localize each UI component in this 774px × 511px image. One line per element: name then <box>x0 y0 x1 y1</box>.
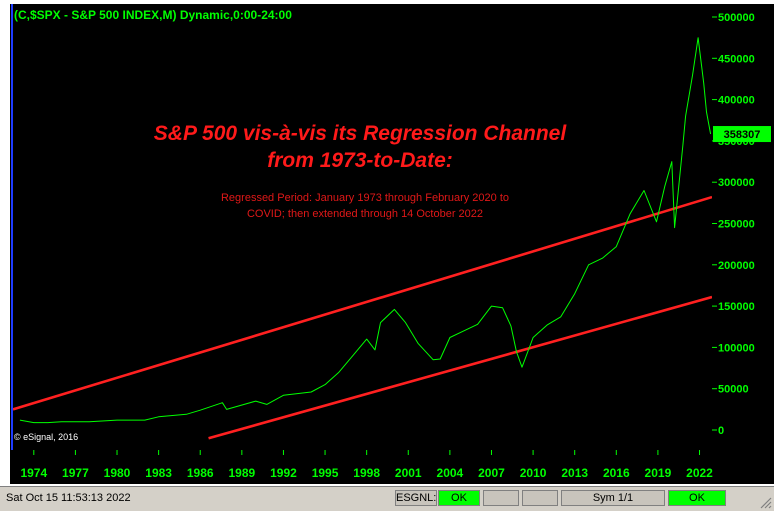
x-tick-label: 2019 <box>645 466 672 480</box>
headline-line-2: from 1973-to-Date: <box>267 149 453 172</box>
copyright-label: © eSignal, 2016 <box>14 432 79 442</box>
y-tick-label: 100000 <box>718 342 755 354</box>
x-tick-label: 1974 <box>20 466 47 480</box>
x-tick-label: 1998 <box>353 466 380 480</box>
note-line-1: Regressed Period: January 1973 through F… <box>220 192 509 204</box>
x-tick-label: 2007 <box>478 466 505 480</box>
y-tick-label: 200000 <box>718 260 755 272</box>
y-tick-label: 0 <box>718 425 724 437</box>
y-tick-label: 450000 <box>718 53 755 65</box>
x-tick-label: 2016 <box>603 466 630 480</box>
last-value-label: 358307 <box>724 129 761 141</box>
last-value-box <box>713 126 771 143</box>
upper-channel-line <box>13 195 712 411</box>
chart-window: 5000004500004000003500003000002500002000… <box>0 0 774 486</box>
feed-status[interactable]: OK <box>438 490 480 506</box>
left-edge-rule <box>11 4 13 450</box>
status-datetime: Sat Oct 15 11:53:13 2022 <box>6 492 131 504</box>
x-tick-label: 1995 <box>312 466 339 480</box>
x-tick-label: 2022 <box>686 466 713 480</box>
y-tick-label: 150000 <box>718 301 755 313</box>
y-axis-panel[interactable] <box>712 4 774 450</box>
x-tick-label: 2010 <box>520 466 547 480</box>
y-tick-label: 400000 <box>718 95 755 107</box>
x-axis-panel[interactable] <box>10 450 774 484</box>
x-tick-label: 1989 <box>228 466 255 480</box>
status-cell-blank-2 <box>522 490 558 506</box>
x-tick-label: 1986 <box>187 466 214 480</box>
status-bar: Sat Oct 15 11:53:13 2022 ESGNL: OK Sym 1… <box>0 486 774 511</box>
headline-line-1: S&P 500 vis-à-vis its Regression Channel <box>153 122 567 145</box>
x-tick-label: 2001 <box>395 466 422 480</box>
price-chart: 5000004500004000003500003000002500002000… <box>13 12 771 480</box>
x-tick-label: 1992 <box>270 466 297 480</box>
note-line-2: COVID; then extended through 14 October … <box>246 208 484 220</box>
x-tick-label: 1977 <box>62 466 89 480</box>
resize-grip-icon[interactable] <box>758 495 772 509</box>
price-series-line <box>19 37 712 424</box>
symbol-indicator[interactable]: Sym 1/1 <box>561 490 665 506</box>
connection-status[interactable]: OK <box>668 490 726 506</box>
regression-note: Regressed Period: January 1973 through F… <box>190 190 540 222</box>
x-tick-label: 2004 <box>437 466 464 480</box>
y-tick-label: 250000 <box>718 219 755 231</box>
chart-headline: S&P 500 vis-à-vis its Regression Channel… <box>95 120 625 174</box>
status-cell-blank-1 <box>483 490 519 506</box>
x-tick-label: 1980 <box>104 466 131 480</box>
lower-channel-line <box>208 295 712 440</box>
y-tick-label: 300000 <box>718 177 755 189</box>
y-tick-label: 50000 <box>718 384 749 396</box>
y-tick-label: 500000 <box>718 12 755 24</box>
x-tick-label: 2013 <box>561 466 588 480</box>
x-tick-label: 1983 <box>145 466 172 480</box>
chart-title: (C,$SPX - S&P 500 INDEX,M) Dynamic,0:00-… <box>14 8 292 22</box>
feed-label: ESGNL: <box>395 490 437 506</box>
